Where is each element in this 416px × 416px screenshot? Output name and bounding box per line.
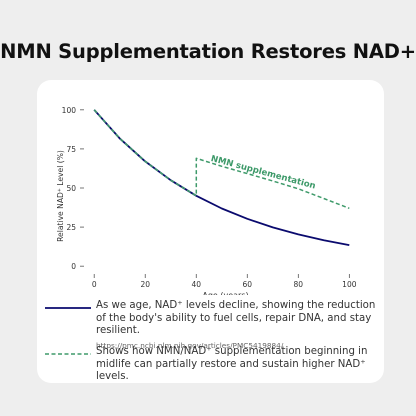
y-tick-label: 25 [66,223,76,232]
series-line-decline [93,109,350,246]
x-tick-label: 0 [92,280,97,289]
y-tick-label: 100 [62,106,77,115]
x-tick-label: 20 [140,280,150,289]
y-tick-label: 50 [66,184,76,193]
nmn-annotation: NMN supplementation [210,154,317,192]
chart-card: 0 25 50 75 100 0 20 40 60 80 100 Age (years) Relativ… [37,80,384,383]
page-title: NMN Supplementation Restores NAD+ [0,40,416,63]
line-chart: 0 25 50 75 100 0 20 40 60 80 100 Age (years) Relativ… [56,106,357,295]
x-tick-label: 60 [243,280,253,289]
y-axis-label: Relative NAD⁺ Level (%) [56,150,65,242]
legend-source-link[interactable]: https://pmc.ncbi.nlm.nih.gov/articles/PM… [96,340,284,350]
y-tick-label: 75 [66,145,76,154]
x-tick-label: 80 [294,280,304,289]
x-tick-label: 100 [342,280,357,289]
legend-text-nmn: Shows how NMN/NAD⁺ supplementation begin… [96,346,368,383]
legend-text-decline: As we age, NAD⁺ levels decline, showing … [96,300,376,337]
y-tick-label: 0 [71,262,76,271]
x-axis-label: Age (years) [202,291,248,295]
x-tick-label: 40 [191,280,201,289]
series-line-nmn [93,109,350,210]
